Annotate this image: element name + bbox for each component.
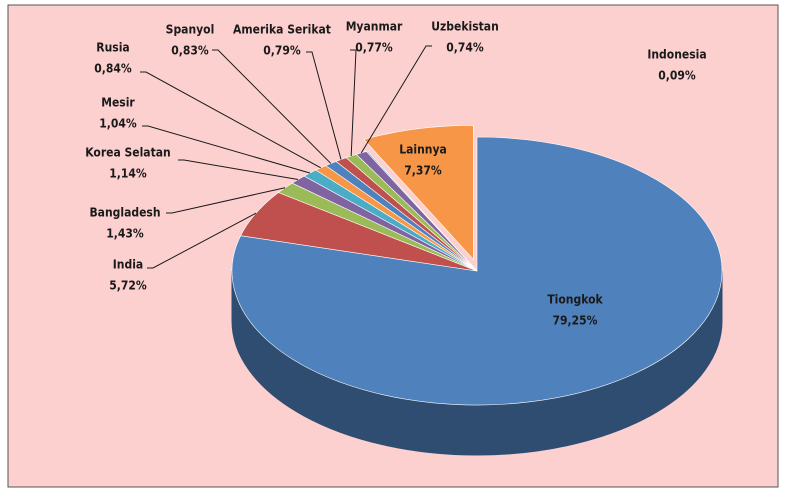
leader-line — [140, 71, 321, 169]
category-label: Spanyol — [166, 23, 215, 37]
slice — [363, 125, 474, 261]
category-label: Uzbekistan — [431, 20, 499, 34]
category-label: Myanmar — [346, 20, 403, 34]
value-label: 0,84% — [94, 62, 132, 76]
value-label: 5,72% — [109, 279, 147, 293]
category-label: Korea Selatan — [85, 146, 170, 160]
leader-line — [142, 125, 311, 174]
value-label: 0,77% — [355, 41, 393, 55]
category-label: Lainnya — [399, 143, 447, 157]
leader-line — [306, 51, 342, 160]
category-label: India — [113, 258, 143, 272]
leader-line — [147, 212, 257, 269]
value-label: 0,74% — [446, 41, 484, 55]
value-label: 1,04% — [99, 117, 137, 131]
leader-line — [360, 45, 432, 154]
category-label: Amerika Serikat — [233, 23, 331, 37]
value-label: 79,25% — [553, 314, 598, 328]
slice — [365, 150, 478, 272]
value-label: 1,43% — [106, 227, 144, 241]
value-label: 0,83% — [171, 44, 209, 58]
leader-line — [166, 187, 286, 214]
leader-line — [212, 49, 332, 164]
slice — [231, 136, 723, 406]
category-label: Mesir — [101, 96, 135, 110]
value-label: 0,79% — [263, 44, 301, 58]
leader-line — [178, 159, 299, 181]
value-label: 1,14% — [109, 167, 147, 181]
category-label: Bangladesh — [89, 206, 160, 220]
value-label: 7,37% — [404, 164, 442, 178]
leader-line — [350, 49, 357, 157]
value-label: 0,09% — [658, 69, 696, 83]
category-label: Rusia — [96, 41, 129, 55]
category-label: Tiongkok — [547, 293, 603, 307]
category-label: Indonesia — [647, 48, 706, 62]
